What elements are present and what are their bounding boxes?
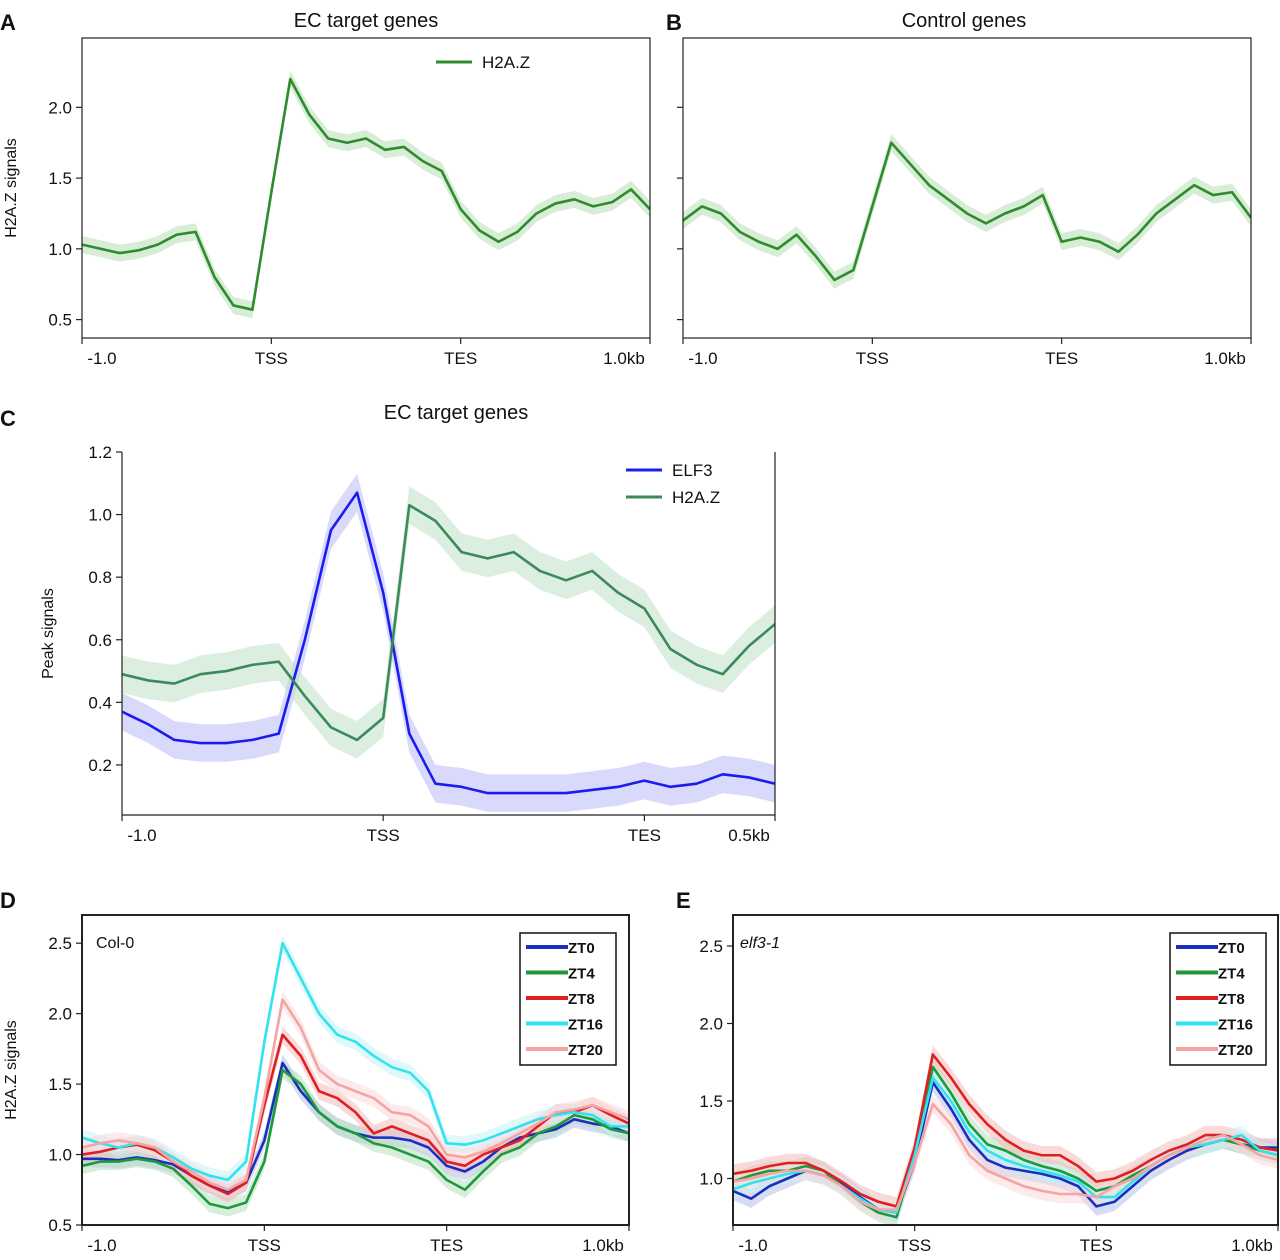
y-tick-label: 1.0 [88, 506, 112, 525]
legend-label: ZT20 [1218, 1042, 1253, 1059]
plot-area [82, 934, 629, 1217]
panel-b: B Control genes -1.0 TSS TES 1.0kb [666, 10, 1252, 368]
panel-letter: B [666, 10, 682, 35]
x-tick-label: -1.0 [738, 1236, 767, 1255]
legend-label: ZT8 [568, 991, 595, 1008]
x-tick-label: TES [430, 1236, 463, 1255]
legend: H2A.Z [436, 53, 530, 72]
series-band-zt0 [733, 1073, 1278, 1222]
plot-frame [732, 914, 1279, 1226]
series-band-zt4 [82, 1061, 629, 1217]
y-tick-label: 1.5 [48, 1075, 72, 1094]
legend-label: ZT0 [1218, 940, 1245, 957]
y-tick-label: 1.5 [48, 169, 72, 188]
panel-title: Control genes [902, 10, 1027, 32]
series-band-zt8 [82, 1026, 629, 1203]
y-tick-label: 0.5 [48, 1216, 72, 1235]
y-tick-label: 2.5 [699, 937, 723, 956]
y-tick-label: 2.0 [48, 98, 72, 117]
legend: ZT0 ZT4 ZT8 ZT16 ZT20 [519, 932, 617, 1066]
x-tick-label: TSS [367, 826, 400, 845]
x-tick-label: TSS [255, 349, 288, 368]
series-band-h2az [122, 486, 775, 759]
plot-frame [81, 914, 630, 1226]
legend-label: ZT20 [568, 1042, 603, 1059]
legend-label: ELF3 [672, 461, 713, 480]
y-tick-label: 0.4 [88, 693, 112, 712]
y-tick-label: 0.8 [88, 568, 112, 587]
y-tick-label: 2.5 [48, 934, 72, 953]
x-tick-label: TSS [856, 349, 889, 368]
legend-label: ZT4 [568, 966, 595, 983]
series-band-zt20 [733, 1094, 1278, 1219]
y-tick-label: 2.0 [699, 1015, 723, 1034]
legend: ZT0 ZT4 ZT8 ZT16 ZT20 [1169, 932, 1267, 1066]
y-tick-label: 1.0 [48, 1146, 72, 1165]
x-tick-label: 1.0kb [1231, 1236, 1273, 1255]
y-tick-label: 1.0 [48, 240, 72, 259]
y-tick-label: 1.5 [699, 1092, 723, 1111]
plot-area [683, 134, 1251, 289]
panel-letter: A [0, 10, 16, 35]
legend: ELF3 H2A.Z [626, 461, 720, 507]
series-line-elf3 [122, 491, 775, 795]
x-tick-label: -1.0 [688, 349, 717, 368]
panel-title: EC target genes [384, 402, 529, 424]
x-tick-label: -1.0 [127, 826, 156, 845]
x-tick-label: TES [1080, 1236, 1113, 1255]
y-tick-label: 0.5 [48, 311, 72, 330]
panel-annotation: Col-0 [96, 935, 134, 952]
legend-label: ZT8 [1218, 991, 1245, 1008]
plot-area [733, 1045, 1278, 1225]
legend-label: H2A.Z [672, 488, 720, 507]
legend-label: H2A.Z [482, 53, 530, 72]
plot-area [122, 473, 775, 812]
x-tick-label: -1.0 [87, 1236, 116, 1255]
series-band-zt8 [733, 1045, 1278, 1216]
panel-annotation: elf3-1 [740, 935, 780, 952]
x-tick-label: 1.0kb [1204, 349, 1246, 368]
x-tick-label: TES [628, 826, 661, 845]
series-line-h2az [122, 503, 775, 742]
panel-letter: C [0, 406, 16, 431]
panel-letter: E [676, 888, 691, 913]
plot-frame [682, 37, 1252, 339]
panel-c: C EC target genes -1.0 TSS TES 0.5kb 0.2 0.4 0.6… [0, 402, 776, 845]
series-band-h2az [82, 70, 650, 319]
x-tick-label: -1.0 [87, 349, 116, 368]
plot-frame [81, 37, 651, 339]
series-band-elf3 [122, 473, 775, 812]
series-band-h2az [683, 134, 1251, 289]
legend-label: ZT16 [568, 1017, 603, 1034]
x-tick-label: TSS [248, 1236, 281, 1255]
y-tick-label: 0.6 [88, 631, 112, 650]
x-tick-label: TES [1045, 349, 1078, 368]
panel-d: D -1.0 TSS TES 1.0kb 0.5 1.0 1.5 2.0 2.5 H2A.Z sig… [0, 888, 630, 1255]
y-axis-label: Peak signals [40, 588, 57, 679]
y-tick-label: 1.0 [699, 1170, 723, 1189]
legend-label: ZT4 [1218, 966, 1245, 983]
x-tick-label: 1.0kb [603, 349, 645, 368]
y-tick-label: 1.2 [88, 443, 112, 462]
panel-letter: D [0, 888, 16, 913]
y-axis-label: H2A.Z signals [3, 138, 20, 238]
x-tick-label: TSS [898, 1236, 931, 1255]
panel-e: E -1.0 TSS TES 1.0kb 1.0 1.5 2.0 2.5 elf3-1 ZT0 ZT4… [676, 888, 1279, 1255]
legend-label: ZT16 [1218, 1017, 1253, 1034]
x-tick-label: TES [444, 349, 477, 368]
panel-title: EC target genes [294, 10, 439, 32]
plot-area [82, 70, 650, 319]
y-axis-label: H2A.Z signals [3, 1020, 20, 1120]
panel-a: A EC target genes -1.0 TSS TES 1.0kb 0.5 1.0 1.5… [0, 10, 651, 368]
x-tick-label: 1.0kb [582, 1236, 624, 1255]
y-tick-label: 0.2 [88, 756, 112, 775]
y-tick-label: 2.0 [48, 1005, 72, 1024]
x-tick-label: 0.5kb [728, 826, 770, 845]
legend-label: ZT0 [568, 940, 595, 957]
